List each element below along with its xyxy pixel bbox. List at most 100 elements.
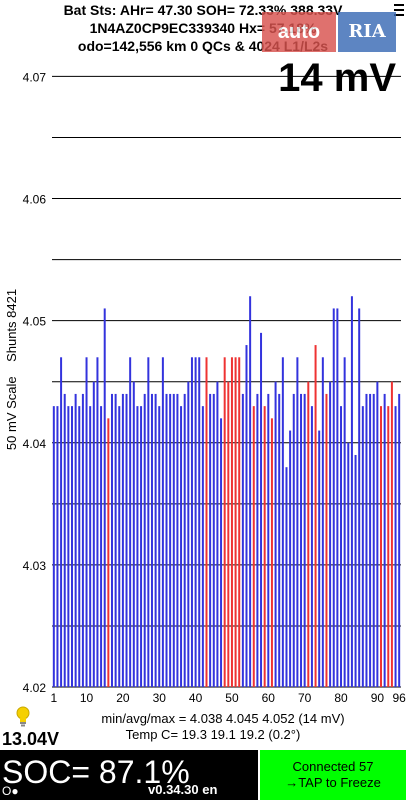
bar-shunt <box>390 381 393 687</box>
bar <box>158 406 161 687</box>
bar <box>365 393 368 687</box>
bar <box>369 393 372 687</box>
bar <box>67 406 70 687</box>
bar-shunt <box>307 381 310 687</box>
bar <box>70 406 73 687</box>
bar <box>394 406 397 687</box>
bar <box>172 393 175 687</box>
bar-shunt <box>314 345 317 687</box>
bar <box>256 393 259 687</box>
bar <box>329 381 332 687</box>
bar <box>92 381 95 687</box>
bar <box>343 357 346 687</box>
x-tick-label: 90 <box>371 691 385 705</box>
bar <box>169 393 172 687</box>
watermark-ria: RIA <box>338 12 396 52</box>
tap-to-freeze-label: →TAP to Freeze <box>285 775 381 790</box>
bar <box>212 393 215 687</box>
bar <box>260 332 263 687</box>
bar-shunt <box>238 357 241 687</box>
x-tick-label: 50 <box>225 691 239 705</box>
bar <box>100 406 103 687</box>
bar <box>398 393 401 687</box>
bar-shunt <box>270 418 273 687</box>
x-tick-label: 80 <box>334 691 348 705</box>
bar-shunt <box>252 406 255 687</box>
bar <box>136 406 139 687</box>
bar <box>274 381 277 687</box>
bar <box>318 430 321 687</box>
bar-shunt <box>230 357 233 687</box>
bar <box>81 393 84 687</box>
bar <box>303 393 306 687</box>
y-tick-label: 4.02 <box>23 681 47 695</box>
bar <box>52 406 55 687</box>
bar <box>245 345 248 687</box>
bar <box>190 357 193 687</box>
bar <box>78 406 81 687</box>
min-avg-max-readout: min/avg/max = 4.038 4.045 4.052 (14 mV) <box>101 711 345 726</box>
bar <box>321 357 324 687</box>
voltage-spread-label: 14 mV <box>278 56 396 100</box>
bar <box>89 406 92 687</box>
x-tick-label: 60 <box>262 691 276 705</box>
bar <box>209 393 212 687</box>
bar-shunt <box>107 418 110 687</box>
bar <box>292 393 295 687</box>
bar <box>140 406 143 687</box>
bar <box>220 418 223 687</box>
bar <box>350 296 353 687</box>
x-tick-label: 1 <box>50 691 57 705</box>
bar <box>383 393 386 687</box>
bar <box>143 393 146 687</box>
aux-battery-voltage: 13.04V <box>2 729 60 749</box>
soc-panel: SOC= 87.1% O● v0.34.30 en <box>0 750 258 800</box>
y-tick-label: 4.05 <box>23 315 47 329</box>
bar <box>147 357 150 687</box>
bar <box>194 357 197 687</box>
bar <box>165 393 168 687</box>
bar <box>96 357 99 687</box>
lightbulb-icon[interactable] <box>16 706 30 728</box>
bar-shunt <box>234 357 237 687</box>
bar <box>300 393 303 687</box>
bar <box>56 406 59 687</box>
bar <box>150 393 153 687</box>
bar <box>241 393 244 687</box>
connection-freeze-button[interactable]: Connected 57 →TAP to Freeze <box>260 750 406 800</box>
bar <box>278 393 281 687</box>
y-tick-label: 4.03 <box>23 559 47 573</box>
x-tick-label: 30 <box>153 691 167 705</box>
bar-shunt <box>205 357 208 687</box>
y-tick-label: 4.04 <box>23 437 47 451</box>
bar <box>74 393 77 687</box>
bar <box>161 357 164 687</box>
vin-health-line: 1N4AZ0CP9EC339340 Hx= 57.18% <box>89 20 317 36</box>
bar-shunt <box>263 406 266 687</box>
bar-shunt <box>380 406 383 687</box>
overflow-menu-icon[interactable] <box>394 4 404 19</box>
x-tick-label: 40 <box>189 691 203 705</box>
bar <box>129 357 132 687</box>
bar <box>132 381 135 687</box>
bar <box>114 393 117 687</box>
bar <box>60 357 63 687</box>
bar <box>347 442 350 687</box>
bar <box>267 393 270 687</box>
bar <box>216 381 219 687</box>
x-tick-label: 20 <box>116 691 130 705</box>
y-tick-label: 4.07 <box>23 70 47 84</box>
bar <box>63 393 66 687</box>
status-indicator: O● <box>2 784 19 798</box>
bar <box>110 393 113 687</box>
bar <box>332 308 335 687</box>
bar <box>289 430 292 687</box>
bar <box>176 393 179 687</box>
bar <box>336 308 339 687</box>
app-version: v0.34.30 en <box>148 782 218 797</box>
bar <box>121 393 124 687</box>
soc-readout: SOC= 87.1% <box>2 754 190 790</box>
cell-voltage-chart[interactable]: 4.07 4.06 4.05 4.04 4.03 4.02 50 mV Scale Shun… <box>0 0 406 705</box>
bar <box>358 308 361 687</box>
bar <box>180 406 183 687</box>
